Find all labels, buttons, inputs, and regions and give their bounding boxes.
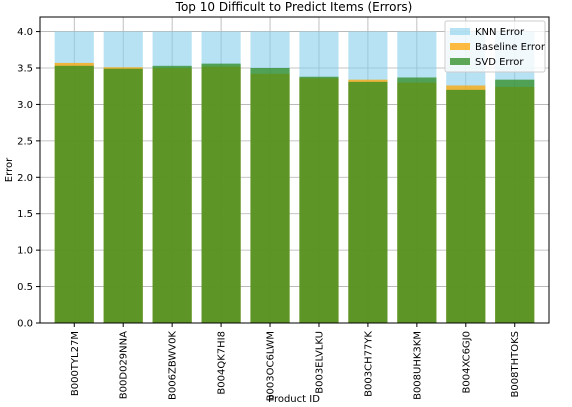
legend-label: SVD Error bbox=[475, 57, 524, 68]
bar bbox=[201, 63, 241, 323]
bar bbox=[54, 65, 94, 324]
y-tick-label: 0.0 bbox=[17, 319, 33, 330]
y-axis-label: Error bbox=[4, 157, 15, 182]
legend-swatch bbox=[450, 43, 470, 50]
x-axis-label: Product ID bbox=[268, 394, 320, 405]
y-tick-label: 3.5 bbox=[17, 64, 33, 75]
x-tick-label: B006ZBWV0K bbox=[168, 331, 179, 400]
bar bbox=[348, 81, 388, 323]
plot-frame bbox=[39, 16, 550, 324]
y-tick-label: 1.5 bbox=[17, 209, 33, 220]
legend-label: KNN Error bbox=[475, 27, 525, 38]
y-tick-label: 2.0 bbox=[17, 173, 33, 184]
y-tick-label: 0.5 bbox=[17, 282, 33, 293]
y-tick-label: 3.0 bbox=[17, 100, 33, 111]
bar bbox=[299, 76, 339, 323]
chart-title: Top 10 Difficult to Predict Items (Error… bbox=[175, 0, 413, 14]
legend-label: Baseline Error bbox=[475, 42, 546, 53]
bar bbox=[152, 65, 192, 324]
legend-swatch bbox=[450, 58, 470, 65]
x-tick-label: B003ELVLKU bbox=[314, 331, 325, 394]
bar bbox=[495, 79, 535, 324]
bar bbox=[446, 89, 486, 323]
x-tick-label: B008UHK3KM bbox=[412, 331, 423, 400]
legend-swatch bbox=[450, 28, 470, 35]
x-tick-label: B000TYL27M bbox=[70, 331, 81, 396]
x-tick-label: B004XC6GJ0 bbox=[461, 331, 472, 393]
bar bbox=[103, 68, 143, 323]
x-tick-label: B003CH77YK bbox=[363, 331, 374, 397]
y-tick-label: 4.0 bbox=[17, 27, 33, 38]
bar bbox=[250, 68, 290, 323]
y-tick-label: 2.5 bbox=[17, 136, 33, 147]
y-tick-label: 1.0 bbox=[17, 246, 33, 257]
x-tick-label: B008THTOKS bbox=[510, 331, 521, 397]
x-tick-label: B00D029NNA bbox=[119, 331, 130, 399]
bar bbox=[397, 77, 437, 323]
x-tick-label: B004QK7HI8 bbox=[217, 331, 228, 395]
x-tick-label: B003OC6LWM bbox=[266, 331, 277, 401]
